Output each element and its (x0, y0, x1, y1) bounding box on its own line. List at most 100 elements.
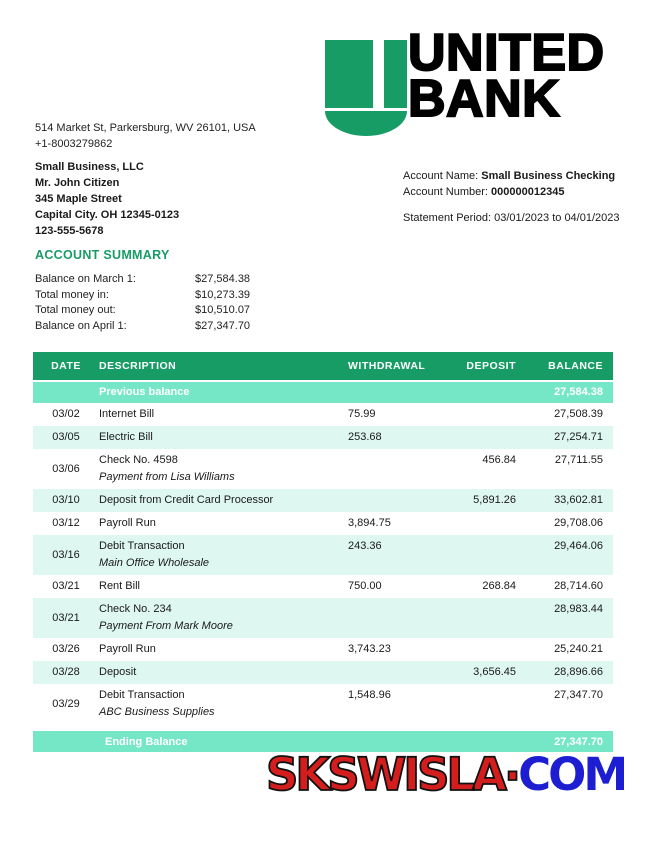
transaction-deposit (458, 512, 518, 535)
transaction-balance: 27,254.71 (518, 426, 613, 449)
bank-phone: +1-8003279862 (35, 138, 113, 150)
customer-company: Small Business, LLC (35, 161, 144, 173)
transaction-description-main: Deposit from Credit Card Processor (99, 494, 274, 506)
summary-value: $10,510.07 (195, 304, 251, 316)
transaction-deposit: 456.84 (482, 454, 516, 466)
transaction-description-main: Check No. 4598 (99, 454, 178, 466)
transactions-body: Previous balance 27,584.38 03/02 Internet… (33, 380, 613, 724)
transaction-row: 03/16 Debit Transaction Main Office Wholes… (33, 535, 613, 575)
previous-balance-label: Previous balance (99, 380, 348, 403)
transaction-date: 03/06 (52, 462, 80, 475)
transaction-description: Deposit (99, 661, 348, 684)
previous-balance-date-cell (33, 380, 99, 403)
transaction-withdrawal (348, 661, 458, 684)
column-header-description: DESCRIPTION (99, 352, 348, 381)
transaction-description-note: Main Office Wholesale (99, 557, 210, 569)
transaction-deposit (458, 684, 518, 724)
watermark-tld: COM (518, 748, 628, 801)
customer-phone: 123-555-5678 (35, 225, 104, 237)
ending-balance-row: Ending Balance 27,347.70 (33, 731, 613, 752)
account-name-value: Small Business Checking (481, 170, 616, 182)
transaction-withdrawal (348, 489, 458, 512)
customer-street: 345 Maple Street (35, 193, 122, 205)
transactions-table: DATE DESCRIPTION WITHDRAWAL DEPOSIT BALA… (33, 352, 613, 724)
summary-value: $10,273.39 (195, 288, 251, 301)
transaction-row: 03/05 Electric Bill 253.68 27,254.71 (33, 426, 613, 449)
transaction-balance: 28,983.44 (518, 598, 613, 638)
transaction-row: 03/29 Debit Transaction ABC Business Suppl… (33, 684, 613, 724)
account-summary-title: ACCOUNT SUMMARY (35, 248, 170, 262)
transaction-description: Deposit from Credit Card Processor (99, 489, 348, 512)
transactions-section: DATE DESCRIPTION WITHDRAWAL DEPOSIT BALA… (33, 352, 613, 752)
summary-label: Total money in: (35, 288, 109, 301)
transaction-deposit: 5,891.26 (458, 489, 518, 512)
transaction-description-note: Payment From Mark Moore (99, 620, 233, 632)
transaction-description: Electric Bill (99, 426, 348, 449)
transaction-date: 03/12 (52, 517, 80, 529)
account-name-label: Account Name: (403, 170, 482, 182)
account-name-row: Account Name: Small Business Checking (403, 168, 620, 184)
transaction-date: 03/05 (33, 426, 99, 449)
transaction-description-main: Payroll Run (99, 517, 156, 529)
transaction-description-main: Rent Bill (99, 580, 140, 592)
transaction-balance: 27,508.39 (554, 408, 603, 420)
summary-label: Balance on March 1: (35, 273, 136, 285)
transaction-deposit: 268.84 (482, 580, 516, 592)
transaction-date: 03/29 (52, 697, 80, 710)
transaction-description: Check No. 4598 Payment from Lisa Williams (99, 449, 348, 489)
transaction-withdrawal: 253.68 (348, 426, 458, 449)
transaction-row: 03/06 Check No. 4598 Payment from Lisa Wil… (33, 449, 613, 489)
transaction-date: 03/26 (52, 643, 80, 655)
summary-row: Balance on March 1: $27,584.38 (35, 272, 250, 288)
customer-name: Mr. John Citizen (35, 177, 120, 189)
watermark-dot: . (503, 737, 522, 792)
column-header-deposit: DEPOSIT (458, 352, 518, 381)
column-header-date: DATE (33, 352, 99, 381)
summary-row: Total money out: $10,510.07 (35, 303, 250, 319)
transaction-description-main: Check No. 234 (99, 603, 172, 615)
transaction-balance: 33,602.81 (518, 489, 613, 512)
transaction-row: 03/10 Deposit from Credit Card Processor 5… (33, 489, 613, 512)
transaction-withdrawal (348, 449, 458, 489)
bank-name: UNITED BANK (407, 24, 605, 126)
transaction-description-main: Payroll Run (99, 643, 156, 655)
transaction-date: 03/16 (33, 535, 99, 575)
summary-row: Total money in: $10,273.39 (35, 288, 250, 304)
transaction-date: 03/28 (33, 661, 99, 684)
ending-balance-value: 27,347.70 (554, 735, 603, 748)
transaction-row: 03/26 Payroll Run 3,743.23 25,240.21 (33, 638, 613, 661)
transaction-row: 03/21 Rent Bill 750.00 268.84 28,714.60 (33, 575, 613, 598)
transaction-date: 03/02 (52, 408, 80, 420)
transaction-deposit (458, 638, 518, 661)
transactions-header-row: DATE DESCRIPTION WITHDRAWAL DEPOSIT BALA… (33, 352, 613, 381)
transaction-deposit (458, 598, 518, 638)
transaction-description-main: Deposit (99, 666, 137, 678)
transaction-row: 03/21 Check No. 234 Payment From Mark Moor… (33, 598, 613, 638)
transaction-balance: 28,896.66 (518, 661, 613, 684)
customer-address-block: Small Business, LLC Mr. John Citizen 345… (35, 159, 179, 239)
transaction-deposit (458, 535, 518, 575)
transaction-description: Check No. 234 Payment From Mark Moore (99, 598, 348, 638)
column-header-balance: BALANCE (518, 352, 613, 381)
watermark-skswisla-com: SKSWISLA.COM (265, 737, 628, 802)
previous-balance-value: 27,584.38 (518, 380, 613, 403)
transaction-row: 03/02 Internet Bill 75.99 27,508.39 (33, 403, 613, 426)
summary-value: $27,347.70 (195, 319, 251, 332)
previous-balance-row: Previous balance 27,584.38 (33, 380, 613, 403)
transaction-withdrawal: 3,743.23 (348, 643, 391, 655)
transaction-withdrawal: 1,548.96 (348, 689, 391, 701)
transaction-balance: 29,708.06 (554, 517, 603, 529)
transaction-date: 03/21 (33, 598, 99, 638)
ending-balance-label: Ending Balance (105, 735, 188, 748)
transaction-balance: 25,240.21 (554, 643, 603, 655)
transaction-row: 03/28 Deposit 3,656.45 28,896.66 (33, 661, 613, 684)
watermark-site-name: SKSWISLA (265, 747, 508, 802)
bank-name-line1: UNITED (407, 24, 605, 82)
transaction-date: 03/10 (33, 489, 99, 512)
bank-address-street: 514 Market St, Parkersburg, WV 26101, US… (35, 122, 256, 134)
transaction-description-main: Electric Bill (99, 431, 153, 443)
logo-bowl (325, 111, 407, 136)
transaction-date: 03/21 (52, 580, 80, 592)
summary-row: Balance on April 1: $27,347.70 (35, 319, 250, 335)
transaction-description-note: Payment from Lisa Williams (99, 471, 235, 483)
